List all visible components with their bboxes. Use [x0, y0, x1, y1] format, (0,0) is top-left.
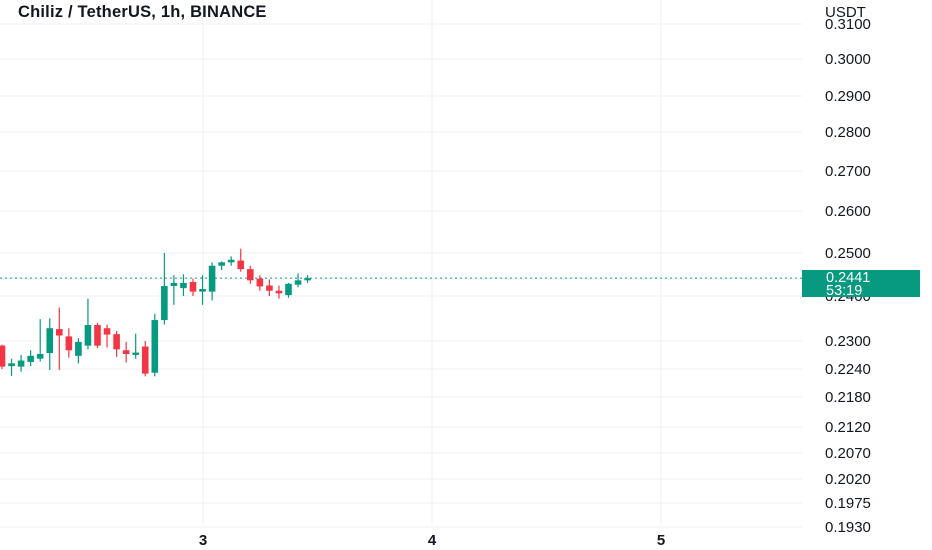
- candle-body: [8, 363, 15, 367]
- candle-body: [285, 283, 292, 296]
- last-price-tag: 0.2441 53:19: [802, 270, 920, 297]
- y-tick-label: 0.2120: [825, 419, 871, 436]
- candle-body: [237, 260, 245, 270]
- candle-body: [113, 334, 120, 350]
- candle-body: [256, 278, 264, 287]
- y-tick-label: 0.2070: [825, 445, 871, 462]
- candle-body: [170, 282, 178, 286]
- x-tick-label: 5: [657, 532, 665, 549]
- time-axis[interactable]: 3 4 5: [199, 532, 665, 549]
- y-tick-label: 0.1930: [825, 519, 871, 536]
- candle-body: [180, 282, 187, 289]
- y-tick-label: 0.2600: [825, 203, 871, 220]
- candle-body: [218, 262, 225, 266]
- candle-body: [161, 285, 168, 321]
- y-tick-label: 0.2240: [825, 361, 871, 378]
- y-tick-label: 0.1975: [825, 495, 871, 512]
- candle-body: [208, 265, 216, 292]
- candle-body: [141, 346, 149, 374]
- candle-body: [122, 350, 130, 354]
- chart-title: Chiliz / TetherUS, 1h, BINANCE: [18, 3, 267, 21]
- y-tick-label: 0.2180: [825, 389, 871, 406]
- candle-body: [46, 328, 54, 354]
- grid-lines: [0, 0, 802, 528]
- y-tick-label: 0.2800: [825, 124, 871, 141]
- candle-body: [103, 328, 111, 335]
- bar-countdown: 53:19: [826, 282, 863, 299]
- y-tick-label: 0.2020: [825, 471, 871, 488]
- candle-body: [0, 345, 6, 367]
- candle-body: [266, 285, 273, 291]
- candle-body: [56, 329, 63, 336]
- candle-body: [199, 289, 206, 292]
- candle-body: [189, 282, 197, 292]
- candle-body: [84, 325, 92, 346]
- y-tick-label: 0.3100: [825, 16, 871, 33]
- candle-body: [151, 320, 159, 373]
- candles: [0, 248, 311, 377]
- y-tick-label: 0.2300: [825, 333, 871, 350]
- y-tick-label: 0.2700: [825, 163, 871, 180]
- candle-body: [75, 341, 82, 356]
- candle-body: [247, 269, 254, 281]
- candle-body: [36, 353, 44, 359]
- candle-body: [132, 352, 139, 355]
- candle-body: [294, 280, 302, 285]
- x-tick-label: 4: [428, 532, 437, 549]
- y-tick-label: 0.2900: [825, 88, 871, 105]
- x-tick-label: 3: [199, 532, 207, 549]
- candle-body: [94, 325, 101, 346]
- candle-body: [227, 259, 235, 263]
- candle-body: [27, 355, 34, 362]
- candle-body: [304, 278, 311, 281]
- y-tick-label: 0.3000: [825, 51, 871, 68]
- y-tick-label: 0.2500: [825, 245, 871, 262]
- currency-label: USDT: [825, 4, 866, 21]
- candle-body: [275, 290, 283, 294]
- candle-body: [17, 360, 25, 367]
- candle-body: [65, 336, 73, 351]
- last-price-value: 0.2441: [826, 270, 871, 286]
